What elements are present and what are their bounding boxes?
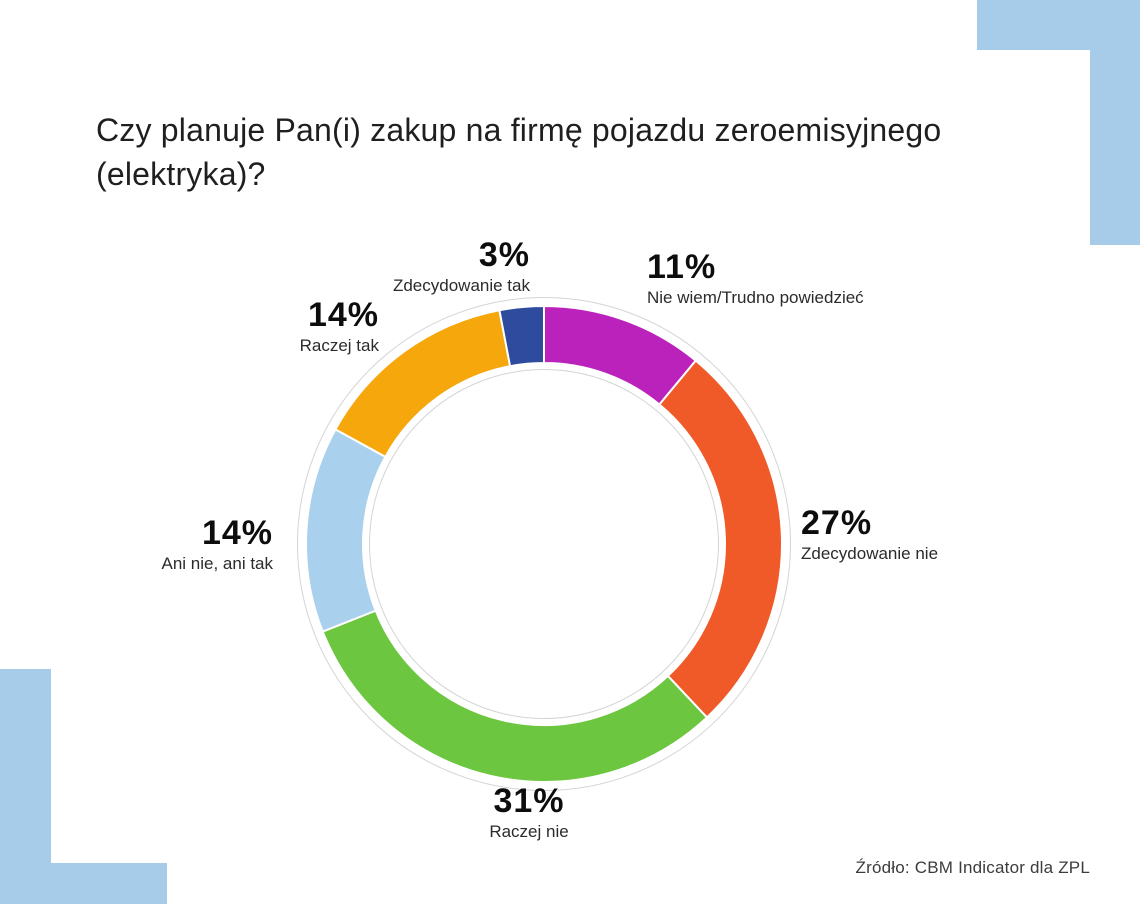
callout-nie-wiem: 11% Nie wiem/Trudno powiedzieć (647, 250, 864, 308)
donut-segment-ani-nie-ani-tak (305, 428, 387, 633)
donut-chart-container (294, 294, 794, 794)
corner-accent-top-right-vertical (1090, 0, 1140, 245)
segment-label: Ani nie, ani tak (161, 554, 273, 573)
percent-value: 31% (493, 782, 565, 820)
percent-value: 14% (307, 296, 379, 334)
segment-label: Zdecydowanie nie (801, 544, 939, 563)
percent-value: 11% (647, 248, 717, 286)
callout-zdecydowanie-nie: 27% Zdecydowanie nie (801, 506, 938, 564)
donut-outer-outline-circle (297, 297, 791, 791)
donut-inner-outline-circle (369, 369, 719, 719)
percent-value: 14% (201, 514, 273, 552)
page-title: Czy planuje Pan(i) zakup na firmę pojazd… (96, 112, 942, 192)
segment-label: Zdecydowanie tak (392, 276, 530, 295)
segment-label: Raczej tak (299, 336, 379, 355)
source-note: Źródło: CBM Indicator dla ZPL (855, 858, 1090, 877)
callout-zdecydowanie-tak: 3% Zdecydowanie tak (393, 238, 530, 296)
donut-segment-raczej-nie (321, 609, 708, 783)
segment-label: Raczej nie (489, 822, 569, 841)
donut-segment-zdecydowanie-nie (658, 359, 783, 719)
percent-value: 27% (801, 504, 873, 542)
donut-chart (297, 297, 791, 791)
percent-value: 3% (478, 236, 530, 274)
segment-label: Nie wiem/Trudno powiedzieć (647, 288, 864, 307)
callout-raczej-nie: 31% Raczej nie (429, 784, 629, 842)
corner-accent-bottom-left-horizontal (0, 863, 167, 904)
callout-ani-nie-ani-tak: 14% Ani nie, ani tak (161, 516, 273, 574)
donut-segment-zdecydowanie-tak (498, 305, 545, 368)
callout-raczej-tak: 14% Raczej tak (300, 298, 379, 356)
